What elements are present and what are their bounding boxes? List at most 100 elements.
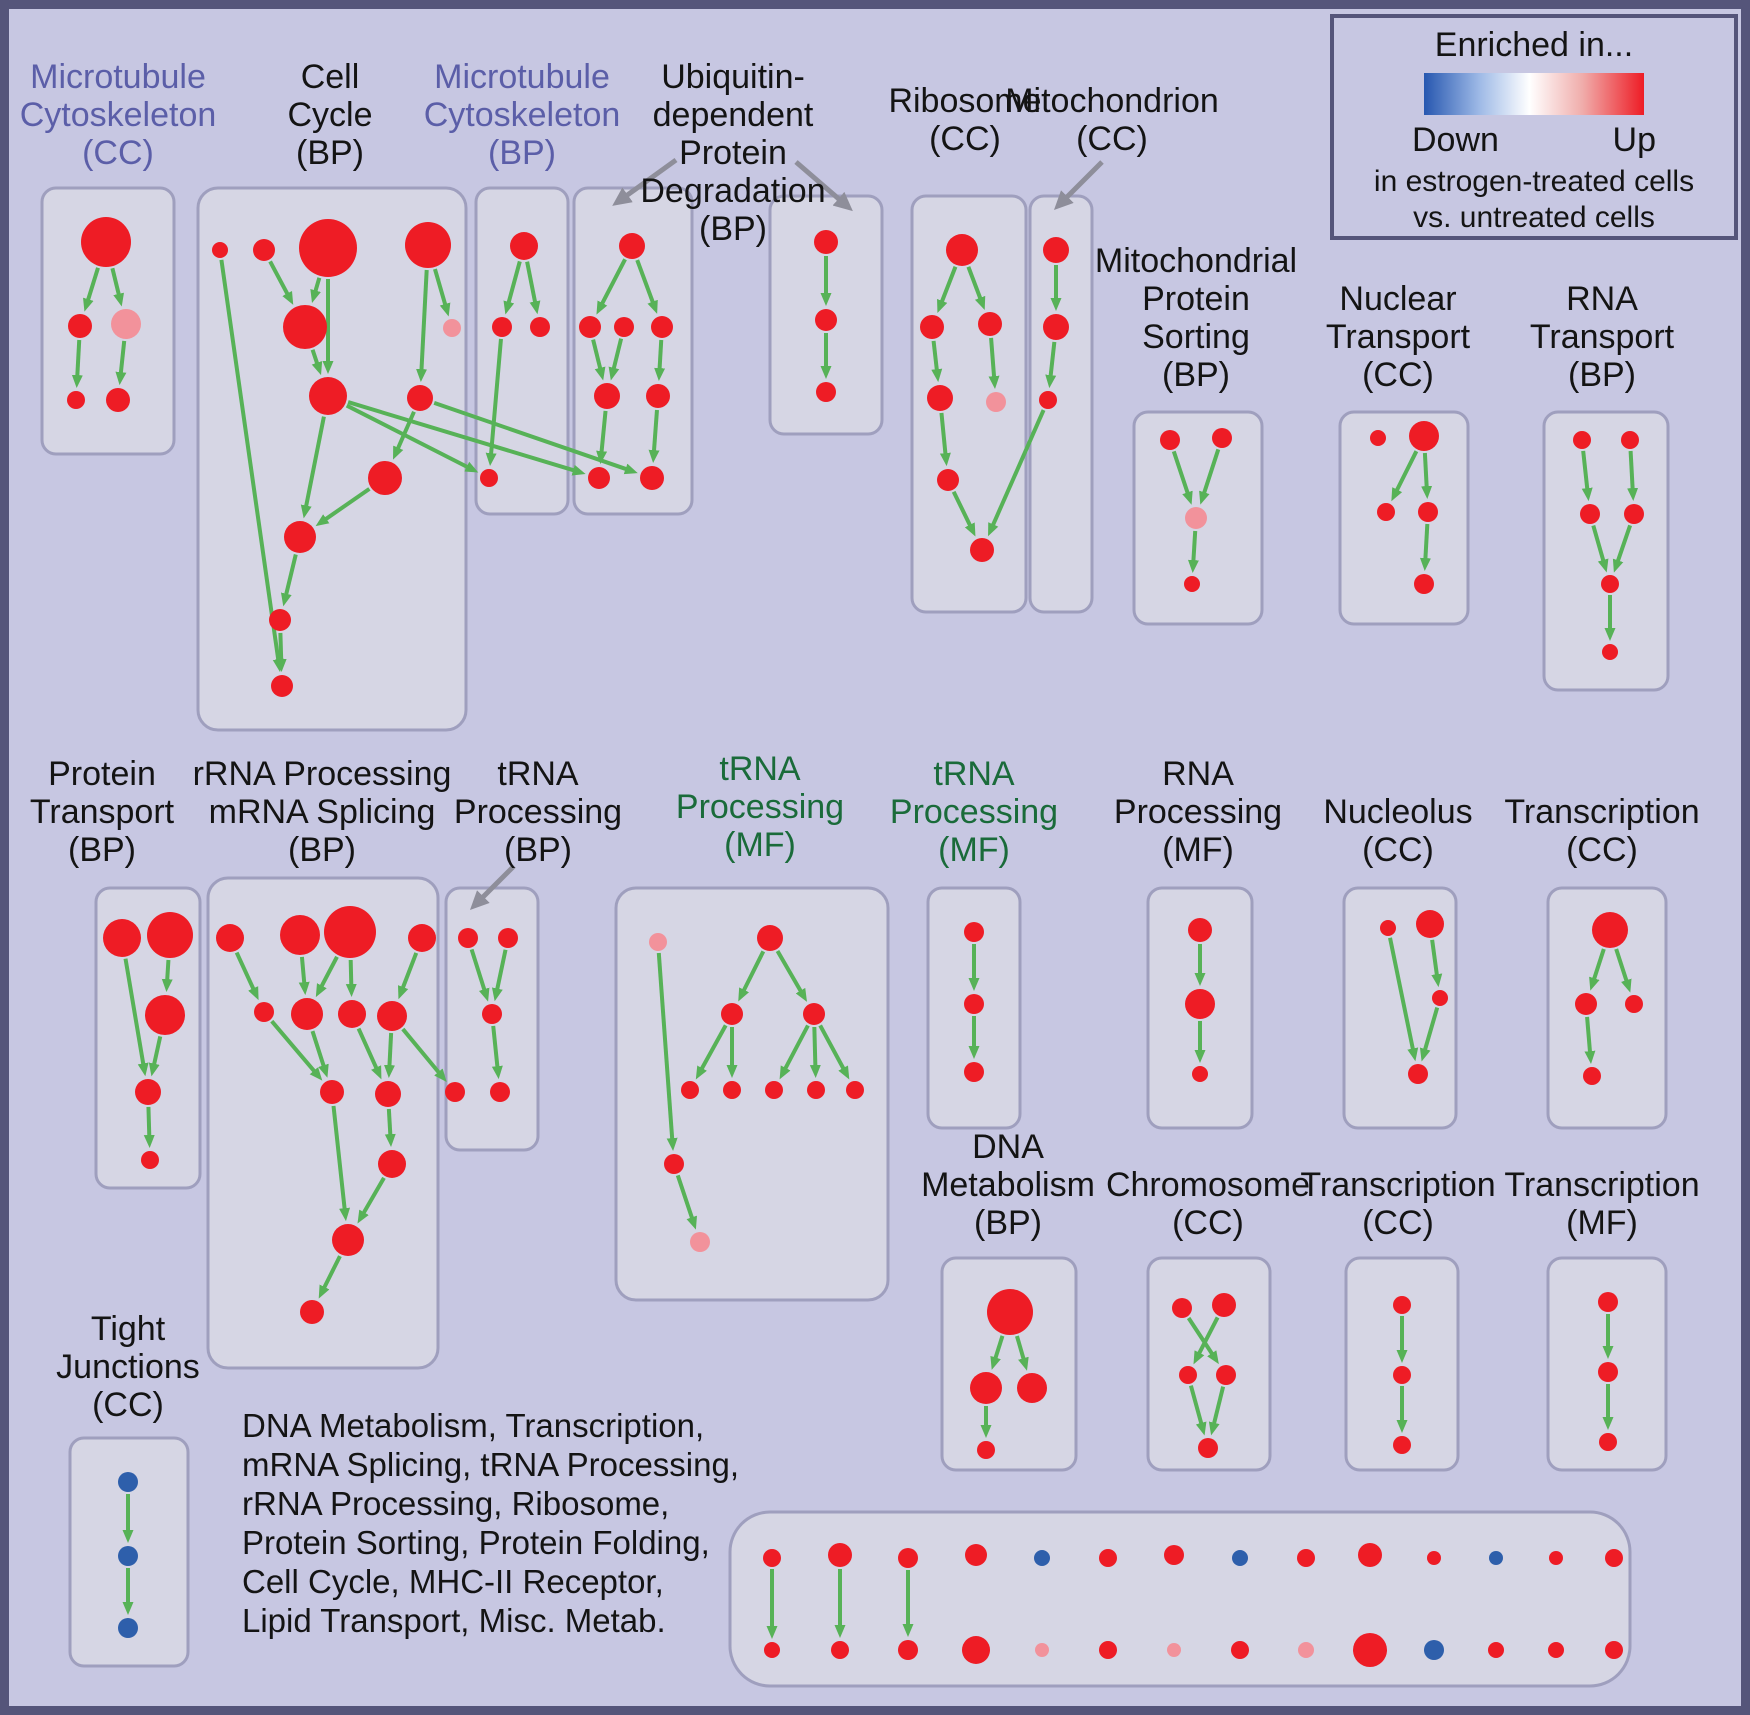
go-node [492,317,512,337]
edge-arrow [161,959,173,993]
note-line: mRNA Splicing, tRNA Processing, [242,1446,740,1483]
go-node [1198,1438,1218,1458]
edge-arrow [397,952,419,1000]
legend-subtitle: in estrogen-treated cells vs. untreated … [1374,164,1694,236]
go-node [498,928,518,948]
cluster-label-nucleolus-cc: (CC) [1362,831,1434,869]
edge-arrow [503,260,522,315]
edge-arrow [1584,1016,1596,1065]
go-node [579,316,601,338]
edge-arrow [298,956,310,996]
go-node [1099,1549,1117,1567]
cluster-label-protein-transport-bp: (BP) [68,831,136,869]
go-node [588,467,610,489]
edge-arrow [635,259,658,314]
edge-arrow [315,955,339,998]
edge-arrow [809,1026,821,1079]
cluster-label-transcription-cc-2: Transcription [1300,1166,1495,1204]
edge-arrow [937,266,958,314]
edge-arrow [525,261,541,315]
edge-arrow [300,416,326,519]
go-node [1599,1433,1617,1451]
edge-arrow [433,268,451,317]
cluster-label-ubiquitin-degradation-1: Protein [679,134,787,172]
edge-arrow [219,259,284,673]
go-node [764,1642,780,1658]
go-node [898,1640,918,1660]
cluster-box-nucleolus-cc [1342,886,1458,1130]
go-node [1605,1641,1623,1659]
go-node [1416,910,1444,938]
edge-arrow [345,403,479,473]
edge-arrow [1430,939,1443,988]
go-node [1488,1642,1504,1658]
go-node [1625,995,1643,1013]
cluster-label-rrna-mrna-bp: rRNA Processing [193,755,452,793]
go-node [145,995,185,1035]
go-node [1017,1373,1047,1403]
go-node [937,469,959,491]
go-node [254,1002,274,1022]
cluster-label-nuclear-transport-cc: Transport [1326,318,1471,356]
cluster-label-dna-metabolism-bp: DNA [972,1128,1044,1166]
go-node [964,922,984,942]
go-node [1583,1067,1601,1085]
edge-arrow [148,1036,163,1077]
go-node [103,919,141,957]
label-pointer-arrow [1053,160,1104,211]
edge-arrow [416,269,429,383]
edge-arrow [656,952,678,1152]
go-node [407,385,433,411]
note-line: DNA Metabolism, Transcription, [242,1407,705,1444]
cluster-label-cell-cycle-bp: Cycle [287,96,372,134]
go-node [510,232,538,260]
go-node [1432,990,1448,1006]
cluster-label-trna-processing-mf-2: Processing [890,793,1058,831]
edge-arrow [818,1024,850,1080]
cluster-label-mito-protein-sorting-bp: (BP) [1162,356,1230,394]
edge-arrow [648,409,660,464]
go-node [68,314,92,338]
go-node [135,1079,161,1105]
cluster-label-chromosome-cc: Chromosome [1106,1166,1310,1204]
go-node [765,1081,783,1099]
go-node [378,1150,406,1178]
go-node [212,242,228,258]
edge-arrow [596,410,608,465]
cluster-label-ribosome-cc: Ribosome [888,82,1041,120]
edge-arrow [356,1027,382,1080]
edge-arrow [401,1027,447,1082]
edge-arrow [654,339,666,382]
edge-arrow [310,1030,329,1078]
layer-nodes [67,217,1644,1667]
edge-arrow [345,959,357,998]
edge-arrow [270,1019,323,1081]
go-node [763,1549,781,1567]
go-node [1624,504,1644,524]
go-node [1216,1365,1236,1385]
edge-arrow [123,958,149,1077]
cluster-label-rrna-mrna-bp: mRNA Splicing [209,793,436,831]
go-node [530,317,550,337]
go-node [978,312,1002,336]
go-node [1184,576,1200,592]
go-node [803,1003,825,1025]
cluster-label-transcription-cc-1: Transcription [1504,793,1699,831]
go-node [1160,430,1180,450]
cluster-label-trna-processing-mf-1: (MF) [724,826,796,864]
cluster-label-mito-protein-sorting-bp: Sorting [1142,318,1250,356]
cluster-label-transcription-mf: (MF) [1566,1204,1638,1242]
go-node [640,466,664,490]
go-node [1358,1543,1382,1567]
edge-arrow [491,949,508,1002]
go-node [1580,504,1600,524]
edge-arrow [939,412,951,467]
edge-arrow [1419,1007,1440,1062]
cluster-label-dna-metabolism-bp: (BP) [974,1204,1042,1242]
go-node [1232,1550,1248,1566]
edge-arrow [695,1024,728,1080]
go-node [1185,507,1207,529]
edge-arrow [988,337,1000,390]
cluster-label-trna-processing-mf-1: Processing [676,788,844,826]
